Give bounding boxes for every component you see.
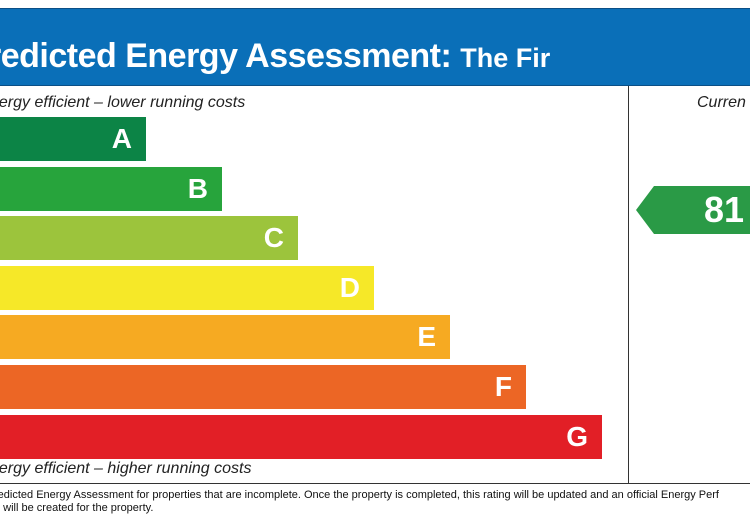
footer-line-2: e will be created for the property. [0,502,154,514]
current-column-header: Curren [697,94,746,111]
rating-bar-d: D [0,266,374,310]
rating-bar-f: F [0,365,526,409]
rating-bar-b: B [0,167,222,211]
rating-letter-b: B [187,173,208,204]
current-rating-value: 81 [704,189,745,230]
rating-bar-c: C [0,216,298,260]
rating-letter-d: D [339,272,360,303]
header-banner: redicted Energy Assessment: The Fir [0,8,750,86]
rating-bar-g: G [0,415,602,459]
page-title: redicted Energy Assessment: The Fir [0,37,550,76]
rating-letter-f: F [494,371,512,402]
footer-note: redicted Energy Assessment for propertie… [0,489,750,515]
column-divider [628,86,629,484]
inefficient-label: nergy efficient – higher running costs [0,460,252,477]
efficient-label: nergy efficient – lower running costs [0,94,246,111]
rating-bar-a: As [0,117,146,161]
rating-letter-c: C [263,222,284,253]
title-text: redicted Energy Assessment: [0,37,452,75]
footer-line-1: redicted Energy Assessment for propertie… [0,489,719,501]
current-rating-marker: 81 [636,186,750,234]
rating-panel [0,86,750,484]
rating-letter-e: E [417,321,436,352]
rating-bar-e: E [0,315,450,359]
property-name: The Fir [460,43,551,73]
rating-letter-a: A [111,123,132,154]
rating-letter-g: G [566,421,588,452]
